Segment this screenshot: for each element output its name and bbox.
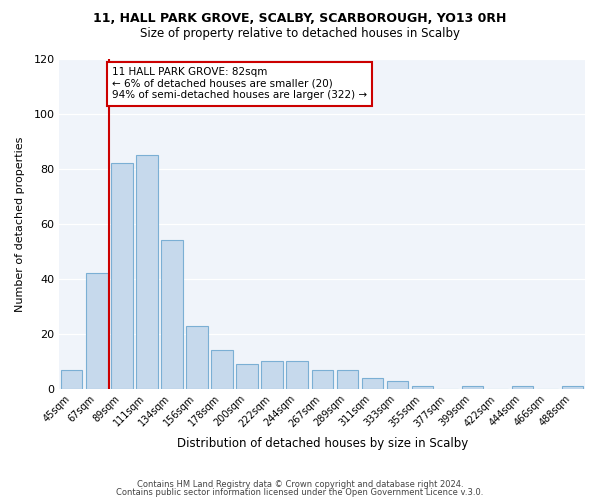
Text: Contains public sector information licensed under the Open Government Licence v.: Contains public sector information licen… <box>116 488 484 497</box>
Bar <box>462 386 483 389</box>
Bar <box>111 164 133 389</box>
Bar <box>286 362 308 389</box>
Bar <box>311 370 333 389</box>
Bar <box>386 380 408 389</box>
Bar <box>362 378 383 389</box>
Y-axis label: Number of detached properties: Number of detached properties <box>15 136 25 312</box>
Bar <box>337 370 358 389</box>
Text: 11, HALL PARK GROVE, SCALBY, SCARBOROUGH, YO13 0RH: 11, HALL PARK GROVE, SCALBY, SCARBOROUGH… <box>94 12 506 26</box>
Bar <box>236 364 258 389</box>
Bar <box>187 326 208 389</box>
X-axis label: Distribution of detached houses by size in Scalby: Distribution of detached houses by size … <box>176 437 468 450</box>
Bar <box>562 386 583 389</box>
Text: 11 HALL PARK GROVE: 82sqm
← 6% of detached houses are smaller (20)
94% of semi-d: 11 HALL PARK GROVE: 82sqm ← 6% of detach… <box>112 67 367 100</box>
Bar <box>136 155 158 389</box>
Bar <box>61 370 82 389</box>
Bar <box>412 386 433 389</box>
Bar <box>161 240 182 389</box>
Bar <box>86 274 107 389</box>
Bar <box>211 350 233 389</box>
Text: Size of property relative to detached houses in Scalby: Size of property relative to detached ho… <box>140 28 460 40</box>
Bar <box>512 386 533 389</box>
Text: Contains HM Land Registry data © Crown copyright and database right 2024.: Contains HM Land Registry data © Crown c… <box>137 480 463 489</box>
Bar <box>262 362 283 389</box>
